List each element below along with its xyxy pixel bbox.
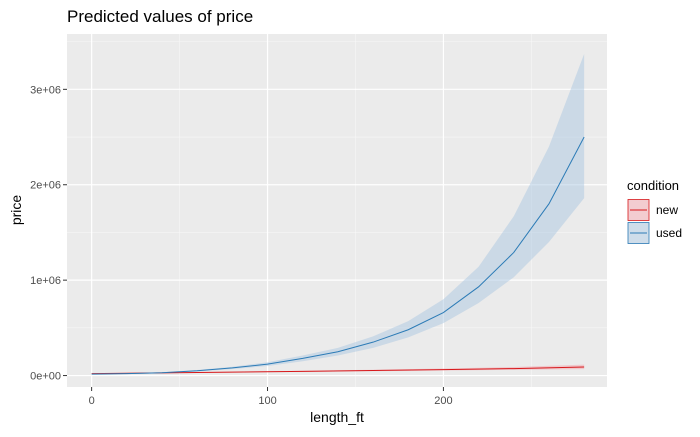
line-new <box>91 366 585 375</box>
ribbon-used <box>91 54 585 375</box>
x-axis-title: length_ft <box>310 409 364 425</box>
x-tick-label: 0 <box>89 395 95 407</box>
y-axis-title: price <box>8 195 24 226</box>
line-used <box>91 136 585 375</box>
y-tick-label: 0e+00 <box>30 371 61 383</box>
y-tick-label: 1e+06 <box>30 275 61 287</box>
grid-major <box>67 34 607 387</box>
legend-label-new: new <box>656 203 678 217</box>
y-tick-label: 3e+06 <box>30 84 61 96</box>
x-axis: 0 100 200 <box>89 387 453 407</box>
x-tick-label: 100 <box>258 395 276 407</box>
legend: condition new used <box>627 178 682 244</box>
legend-label-used: used <box>656 226 682 240</box>
legend-title: condition <box>627 178 679 193</box>
chart-title: Predicted values of price <box>67 7 253 26</box>
y-tick-label: 2e+06 <box>30 180 61 192</box>
x-tick-label: 200 <box>434 395 452 407</box>
series-lines <box>91 136 585 375</box>
y-axis: 0e+00 1e+06 2e+06 3e+06 <box>30 84 67 383</box>
